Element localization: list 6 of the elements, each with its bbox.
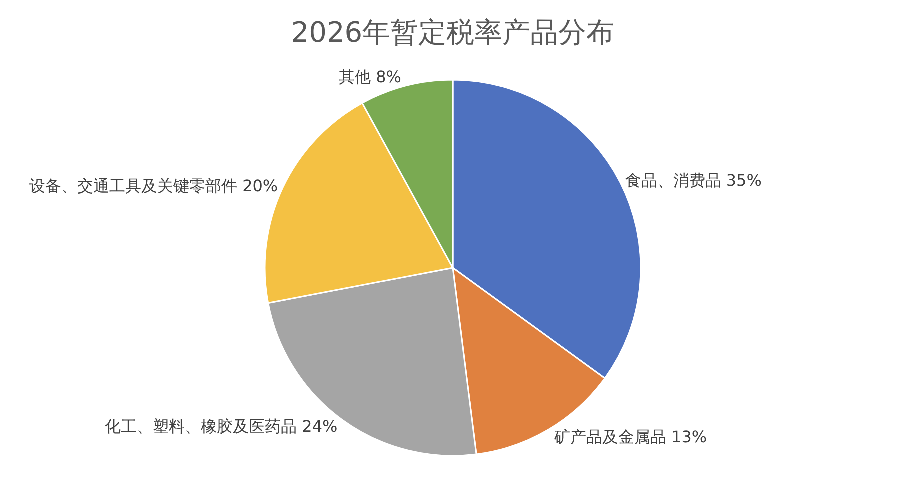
slice-label: 设备、交通工具及关键零部件 20%	[29, 176, 278, 196]
slice-label: 化工、塑料、橡胶及医药品 24%	[105, 416, 338, 436]
chart-title: 2026年暂定税率产品分布	[291, 16, 615, 49]
slice-label: 食品、消费品 35%	[625, 171, 762, 190]
slice-label: 其他 8%	[339, 67, 402, 86]
slice-label: 矿产品及金属品 13%	[553, 427, 708, 446]
